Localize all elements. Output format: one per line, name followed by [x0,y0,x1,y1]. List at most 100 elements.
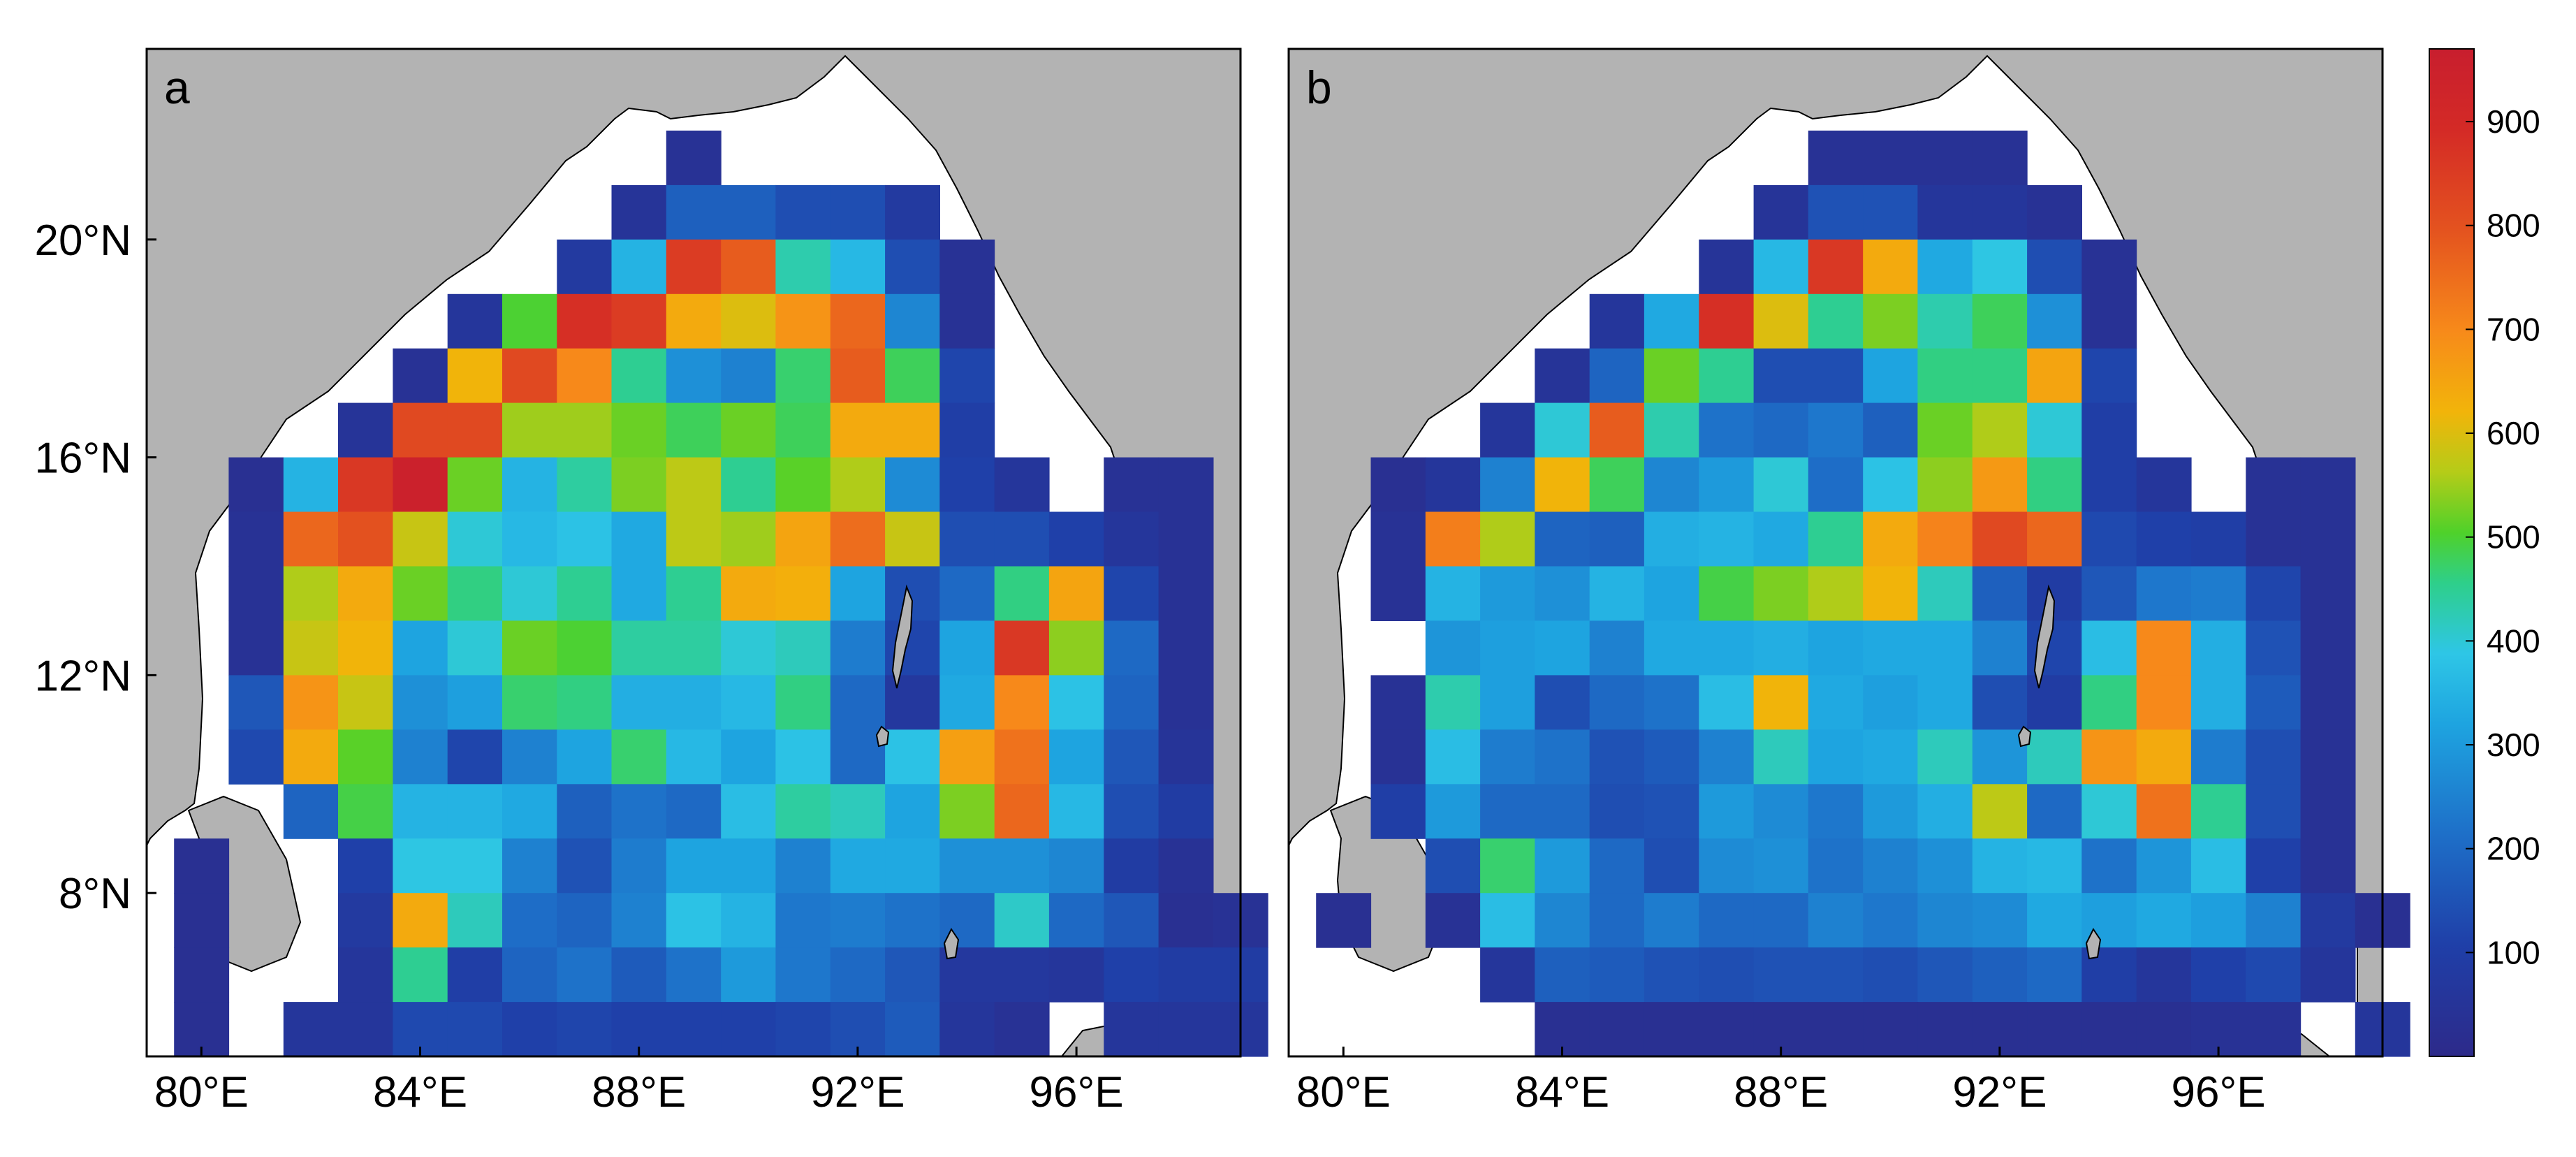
heatmap-cell-r16-c10 [1863,1002,1919,1057]
heatmap-cell-r15-c6 [1644,947,1699,1003]
colorbar: 100 200 300 400 500 600 700 800 900 [2429,48,2540,1057]
heatmap-cell-r4-c8 [611,348,667,404]
heatmap-cell-r10-c15 [994,675,1050,730]
colorbar-tick-label-8: 900 [2487,103,2540,140]
heatmap-cell-r14-c16 [1048,893,1104,948]
heatmap-cell-r7-c4 [1535,511,1590,567]
heatmap-cell-r10-c11 [1917,675,1973,730]
heatmap-cell-r8-c4 [1535,566,1590,621]
heatmap-cell-r1-c12 [830,184,886,240]
heatmap-cell-r12-c1 [1370,784,1426,839]
heatmap-cell-r10-c3 [1480,675,1535,730]
heatmap-cell-r0-c9 [1808,130,1864,186]
heatmap-cell-r5-c5 [447,402,503,458]
heatmap-cell-r10-c10 [1863,675,1919,730]
heatmap-cell-r16-c15 [994,1002,1050,1057]
heatmap-cell-r16-c5 [447,1002,503,1057]
heatmap-cell-r6-c9 [1808,457,1864,513]
heatmap-cell-r2-c12 [830,239,886,295]
heatmap-cell-r8-c13 [2027,566,2082,621]
heatmap-cell-r0-c11 [1917,130,1973,186]
heatmap-cell-r7-c11 [775,511,831,567]
heatmap-cell-r3-c9 [666,293,722,349]
heatmap-cell-r14-c2 [1425,893,1481,948]
heatmap-cell-r2-c14 [939,239,995,295]
heatmap-cell-r13-c10 [1863,838,1919,894]
heatmap-cell-r13-c3 [1480,838,1535,894]
heatmap-cell-r3-c13 [2027,293,2082,349]
heatmap-cell-r7-c3 [338,511,393,567]
heatmap-cell-r11-c3 [1480,729,1535,785]
heatmap-cell-r4-c9 [666,348,722,404]
heatmap-cell-r13-c18 [1158,838,1214,894]
colorbar-tick-label-5: 600 [2487,415,2540,451]
heatmap-cell-r16-c14 [2081,1002,2137,1057]
heatmap-cell-r7-c1 [1370,511,1426,567]
heatmap-cell-r10-c8 [611,675,667,730]
heatmap-cell-r9-c1 [228,620,284,676]
colorbar-tick-label-2: 300 [2487,727,2540,763]
x-tick-label-2: 88°E [592,1068,686,1116]
heatmap-cell-r4-c7 [1699,348,1755,404]
heatmap-cell-r15-c18 [2300,947,2356,1003]
heatmap-cell-r8-c4 [393,566,448,621]
heatmap-cell-r11-c10 [1863,729,1919,785]
heatmap-cell-r13-c12 [1972,838,2028,894]
heatmap-cell-r10-c9 [1808,675,1864,730]
heatmap-cell-r9-c9 [666,620,722,676]
heatmap-cell-r16-c9 [666,1002,722,1057]
heatmap-cell-r14-c5 [1589,893,1645,948]
heatmap-cell-r15-c7 [1699,947,1755,1003]
heatmap-cell-r15-c0 [174,947,230,1003]
heatmap-cell-r15-c15 [2136,947,2192,1003]
heatmap-cell-r8-c13 [885,566,940,621]
heatmap-cell-r14-c8 [611,893,667,948]
heatmap-cell-r1-c9 [1808,184,1864,240]
heatmap-cell-r6-c9 [666,457,722,513]
heatmap-cell-r4-c8 [1753,348,1809,404]
colorbar-tick-label-6: 700 [2487,311,2540,347]
heatmap-cell-r3-c6 [1644,293,1699,349]
heatmap-cell-r14-c12 [830,893,886,948]
panel-b: b 80°E 84°E 88°E 92°E 96°E [1287,48,2410,1116]
heatmap-cell-r11-c12 [830,729,886,785]
heatmap-cell-r10-c12 [1972,675,2028,730]
heatmap-cell-r12-c14 [2081,784,2137,839]
heatmap-cell-r6-c15 [2136,457,2192,513]
heatmap-cell-r5-c11 [1917,402,1973,458]
heatmap-cell-r11-c15 [2136,729,2192,785]
heatmap-cell-r14-c18 [1158,893,1214,948]
heatmap-cell-r10-c6 [1644,675,1699,730]
heatmap-cell-r11-c14 [939,729,995,785]
heatmap-cell-r15-c8 [1753,947,1809,1003]
heatmap-cell-r1-c13 [2027,184,2082,240]
heatmap-cell-r11-c17 [1104,729,1159,785]
heatmap-cell-r10-c7 [557,675,613,730]
heatmap-cell-r15-c10 [1863,947,1919,1003]
heatmap-cell-r10-c14 [939,675,995,730]
heatmap-cell-r6-c5 [1589,457,1645,513]
heatmap-cell-r7-c2 [283,511,339,567]
heatmap-cell-r4-c11 [1917,348,1973,404]
heatmap-cell-r16-c14 [939,1002,995,1057]
heatmap-cell-r5-c9 [1808,402,1864,458]
heatmap-cell-r5-c10 [1863,402,1919,458]
heatmap-cell-r10-c16 [1048,675,1104,730]
heatmap-cell-r6-c10 [1863,457,1919,513]
heatmap-cell-r3-c12 [1972,293,2028,349]
heatmap-cell-r10-c4 [393,675,448,730]
x-axis-ticks-a: 80°E 84°E 88°E 92°E 96°E [154,1047,1124,1116]
heatmap-cell-r9-c12 [1972,620,2028,676]
heatmap-cell-r2-c13 [2027,239,2082,295]
heatmap-cell-r12-c8 [611,784,667,839]
colorbar-tick-label-7: 800 [2487,208,2540,244]
heatmap-cell-r11-c2 [283,729,339,785]
heatmap-cell-r11-c12 [1972,729,2028,785]
heatmap-cell-r12-c6 [1644,784,1699,839]
heatmap-cell-r7-c12 [1972,511,2028,567]
heatmap-cell-r15-c10 [721,947,777,1003]
heatmap-cell-r0-c9 [666,130,722,186]
heatmap-cell-r10-c3 [338,675,393,730]
heatmap-cell-r11-c18 [2300,729,2356,785]
